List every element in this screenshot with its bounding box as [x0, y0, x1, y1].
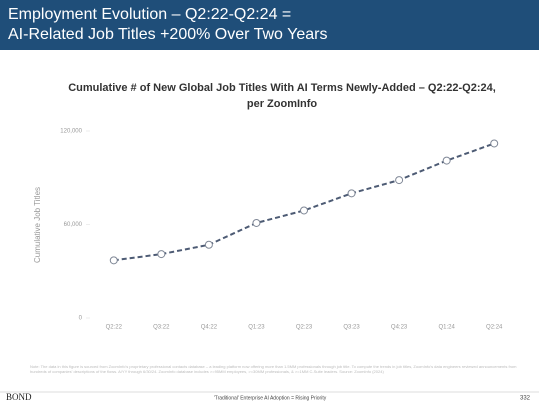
- x-tick-label: Q4:22: [201, 325, 218, 331]
- slide-title: AI-Related Job Titles +200% Over Two Yea…: [8, 26, 327, 43]
- data-point: [204, 240, 213, 249]
- note-box: Note: The data in this figure is sourced…: [30, 364, 517, 374]
- x-tick-label: Q2:23: [296, 325, 313, 331]
- header-band: [0, 0, 539, 50]
- data-point: [347, 189, 356, 198]
- data-point: [442, 156, 451, 165]
- x-tick-label: Q4:23: [391, 325, 408, 331]
- data-line: [113, 142, 495, 262]
- x-tick-label: Q1:23: [248, 325, 265, 331]
- slide-title: Employment Evolution – Q2:22-Q2:24 =: [8, 6, 291, 23]
- page-number: 332: [520, 396, 531, 402]
- data-point: [490, 139, 499, 148]
- footer-brand: BOND: [6, 392, 32, 402]
- chart-title: per ZoomInfo: [247, 98, 318, 110]
- x-tick-label: Q2:24: [486, 325, 503, 331]
- note: Note: The data in this figure is sourced…: [30, 364, 517, 374]
- x-tick-label: Q1:24: [438, 325, 455, 331]
- data-point: [109, 256, 118, 265]
- data-point: [157, 250, 166, 259]
- y-tick-label: 120,000: [60, 129, 82, 135]
- data-point: [252, 218, 261, 227]
- data-point: [300, 206, 308, 215]
- x-tick-label: Q2:22: [106, 325, 123, 331]
- y-axis-label: Cumulative Job Titles: [33, 187, 42, 263]
- footer-caption: 'Traditional' Enterprise AI Adoption = R…: [214, 395, 327, 401]
- x-tick-label: Q3:22: [153, 325, 170, 331]
- y-tick-label: 0: [79, 316, 83, 322]
- data-point: [395, 176, 404, 185]
- y-tick-label: 60,000: [64, 222, 83, 228]
- x-tick-label: Q3:23: [343, 325, 360, 331]
- chart-title: Cumulative # of New Global Job Titles Wi…: [68, 82, 496, 94]
